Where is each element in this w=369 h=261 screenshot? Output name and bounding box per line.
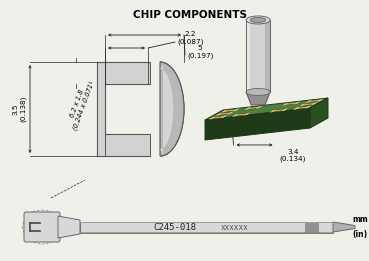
- FancyBboxPatch shape: [97, 62, 105, 156]
- Ellipse shape: [246, 16, 270, 24]
- FancyBboxPatch shape: [246, 20, 250, 92]
- Polygon shape: [305, 100, 312, 103]
- Polygon shape: [205, 98, 328, 120]
- Polygon shape: [317, 99, 324, 102]
- Polygon shape: [311, 102, 318, 105]
- Polygon shape: [293, 102, 301, 104]
- Polygon shape: [244, 107, 251, 110]
- Polygon shape: [160, 62, 184, 156]
- FancyBboxPatch shape: [305, 222, 319, 233]
- FancyBboxPatch shape: [265, 20, 270, 92]
- Polygon shape: [220, 115, 228, 118]
- Polygon shape: [270, 110, 277, 112]
- Polygon shape: [227, 112, 234, 115]
- Text: mm: mm: [352, 215, 368, 224]
- Polygon shape: [270, 108, 289, 112]
- Polygon shape: [282, 103, 289, 106]
- FancyBboxPatch shape: [97, 62, 150, 84]
- Polygon shape: [205, 108, 310, 140]
- Text: (in): (in): [352, 230, 368, 239]
- FancyBboxPatch shape: [92, 60, 160, 158]
- FancyBboxPatch shape: [24, 212, 60, 242]
- FancyBboxPatch shape: [80, 222, 333, 233]
- Polygon shape: [282, 102, 301, 106]
- Polygon shape: [232, 109, 240, 111]
- Polygon shape: [215, 112, 234, 116]
- Polygon shape: [333, 222, 355, 232]
- Polygon shape: [58, 216, 80, 238]
- Polygon shape: [310, 98, 328, 128]
- Ellipse shape: [136, 62, 184, 156]
- Polygon shape: [299, 104, 306, 106]
- Text: 2.2
(0.087): 2.2 (0.087): [177, 31, 203, 45]
- Polygon shape: [160, 64, 173, 154]
- Polygon shape: [221, 110, 228, 113]
- Polygon shape: [246, 92, 270, 105]
- Polygon shape: [293, 107, 300, 110]
- Polygon shape: [304, 106, 312, 108]
- Ellipse shape: [250, 17, 266, 22]
- FancyBboxPatch shape: [246, 20, 270, 92]
- Text: 6.2 x 1.8
(0.244 x 0.071): 6.2 x 1.8 (0.244 x 0.071): [65, 78, 95, 131]
- Polygon shape: [305, 99, 324, 103]
- Polygon shape: [299, 102, 318, 106]
- Text: xxxxxx: xxxxxx: [221, 223, 249, 233]
- Polygon shape: [281, 108, 289, 111]
- Polygon shape: [209, 115, 228, 119]
- Text: C245-018: C245-018: [154, 223, 197, 233]
- Text: 3.5
(0.138): 3.5 (0.138): [13, 96, 26, 122]
- Polygon shape: [215, 113, 222, 116]
- Polygon shape: [293, 106, 312, 110]
- Polygon shape: [209, 117, 216, 119]
- Ellipse shape: [246, 88, 270, 96]
- Polygon shape: [232, 114, 239, 117]
- Text: 3.4
(0.134): 3.4 (0.134): [279, 149, 306, 162]
- Polygon shape: [232, 112, 251, 117]
- Polygon shape: [244, 106, 263, 110]
- FancyBboxPatch shape: [97, 134, 150, 156]
- Text: CHIP COMPONENTS: CHIP COMPONENTS: [133, 10, 247, 20]
- Polygon shape: [256, 106, 263, 109]
- Polygon shape: [221, 109, 240, 113]
- Polygon shape: [244, 112, 251, 115]
- Text: 5
(0.197): 5 (0.197): [187, 45, 213, 59]
